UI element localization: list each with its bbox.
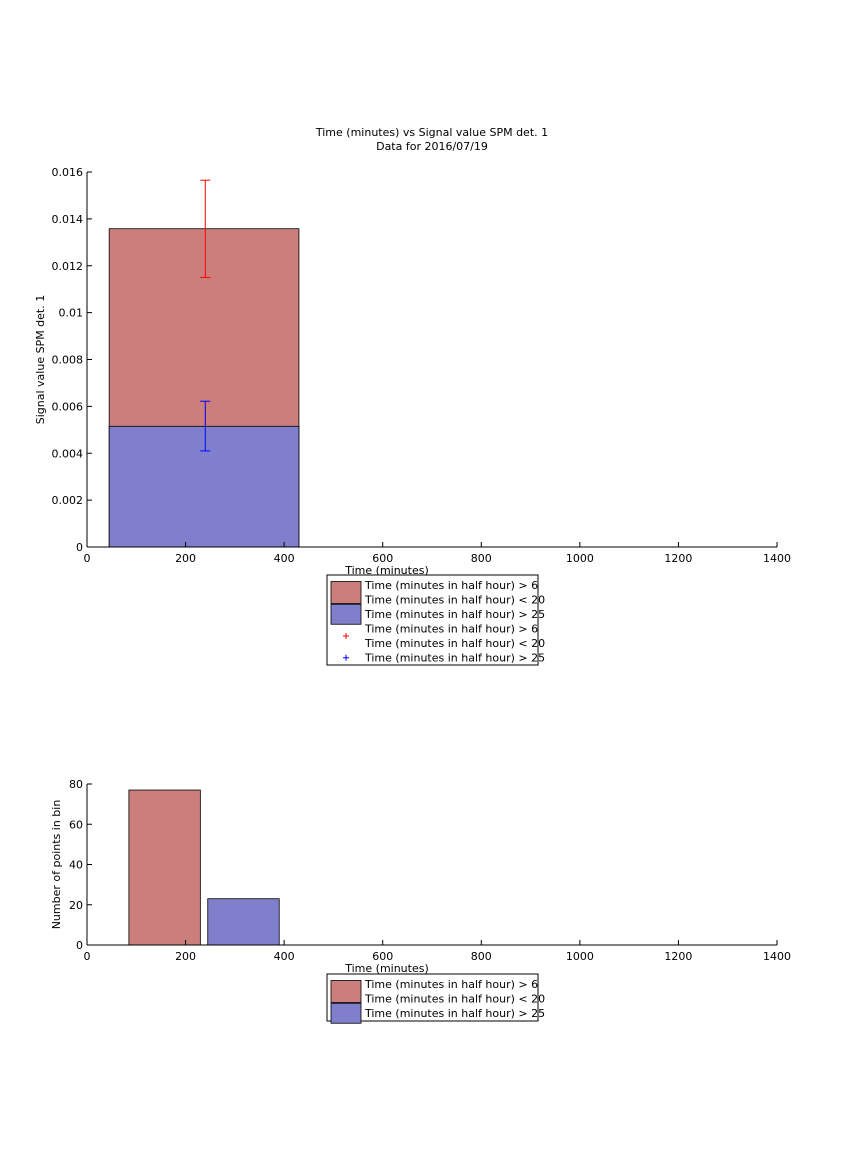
legend-swatch xyxy=(330,603,362,625)
legend-label: Time (minutes in half hour) > 6 xyxy=(364,978,538,991)
y-tick-label: 0.016 xyxy=(52,166,84,179)
bar-0 xyxy=(128,789,201,946)
bar-1 xyxy=(108,425,300,548)
x-tick-label: 1400 xyxy=(763,950,791,963)
x-tick-label: 200 xyxy=(175,552,196,565)
legend-marker xyxy=(343,654,349,661)
y-tick-label: 20 xyxy=(69,899,83,912)
legend-marker xyxy=(343,633,349,639)
x-tick-label: 0 xyxy=(84,950,91,963)
legend-label: Time (minutes in half hour) < 20 xyxy=(364,594,545,607)
y-tick-label: 0.004 xyxy=(52,447,84,460)
x-tick-label: 400 xyxy=(274,950,295,963)
y-tick-label: 0.008 xyxy=(52,354,84,367)
x-tick-label: 800 xyxy=(471,950,492,963)
legend: Time (minutes in half hour) > 6 Time (min… xyxy=(326,973,545,1024)
legend-box xyxy=(326,973,539,1022)
legend-label: Time (minutes in half hour) < 20 xyxy=(364,993,545,1006)
chart-subtitle: Data for 2016/07/19 xyxy=(376,140,488,153)
y-tick-label: 0.002 xyxy=(52,494,84,507)
y-tick-label: 60 xyxy=(69,818,83,831)
legend-swatch xyxy=(330,581,362,604)
x-tick-label: 1400 xyxy=(763,552,791,565)
bar-1 xyxy=(207,898,280,946)
x-tick-label: 1000 xyxy=(566,552,594,565)
x-axis-label: Time (minutes) xyxy=(344,564,429,577)
x-tick-label: 0 xyxy=(84,552,91,565)
legend-box xyxy=(326,574,539,666)
x-tick-label: 1200 xyxy=(664,950,692,963)
x-tick-label: 200 xyxy=(175,950,196,963)
y-tick-label: 80 xyxy=(69,778,83,791)
y-tick-label: 40 xyxy=(69,859,83,872)
y-tick-label: 0 xyxy=(76,541,83,554)
y-axis-label: Number of points in bin xyxy=(50,800,63,930)
x-tick-label: 1000 xyxy=(566,950,594,963)
x-axis-label: Time (minutes) xyxy=(344,962,429,975)
legend-swatch xyxy=(330,980,362,1003)
legend-label: Time (minutes in half hour) < 20 xyxy=(364,637,545,650)
x-tick-label: 600 xyxy=(372,552,393,565)
x-tick-label: 600 xyxy=(372,950,393,963)
x-tick-label: 800 xyxy=(471,552,492,565)
chart-title: Time (minutes) vs Signal value SPM det. … xyxy=(315,126,548,139)
legend-label: Time (minutes in half hour) > 25 xyxy=(364,652,545,665)
y-tick-label: 0.006 xyxy=(52,400,84,413)
y-tick-label: 0.012 xyxy=(52,260,84,273)
legend-label: Time (minutes in half hour) > 6 xyxy=(364,623,538,636)
signal-plot: 0 200 400 600 800 1000 1200 1400 0 0.002 0.004 0.00… xyxy=(34,166,791,666)
y-tick-label: 0.014 xyxy=(52,213,84,226)
legend-label: Time (minutes in half hour) > 25 xyxy=(364,608,545,621)
x-tick-label: 1200 xyxy=(664,552,692,565)
y-tick-label: 0 xyxy=(76,939,83,952)
x-tick-label: 400 xyxy=(274,552,295,565)
y-axis-label: Signal value SPM det. 1 xyxy=(34,295,47,425)
legend-swatch xyxy=(330,1002,362,1024)
legend-label: Time (minutes in half hour) > 6 xyxy=(364,579,538,592)
errorbar-0 xyxy=(200,179,211,278)
y-tick-label: 0.01 xyxy=(59,307,84,320)
count-plot: 0 200 400 600 800 1000 1200 1400 0 20 40 60 80 Time (… xyxy=(50,778,791,1024)
errorbar-1 xyxy=(200,400,211,452)
legend-label: Time (minutes in half hour) > 25 xyxy=(364,1007,545,1020)
